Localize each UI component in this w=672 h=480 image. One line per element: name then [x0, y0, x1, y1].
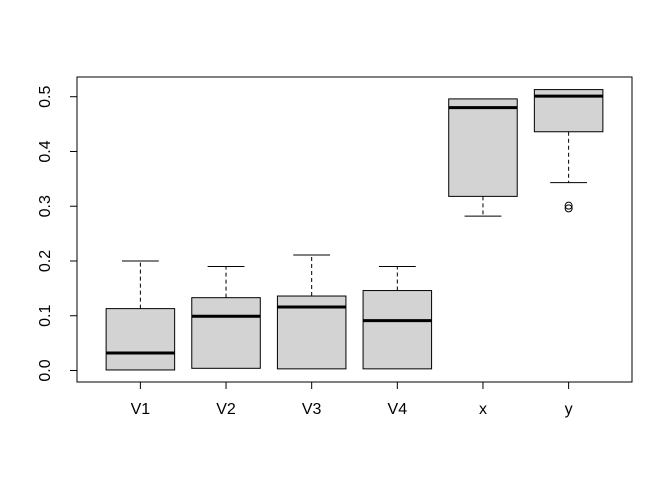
boxplot-box — [105, 308, 176, 371]
x-axis-tick-label: y — [565, 401, 573, 418]
boxplot-group-y — [533, 89, 604, 213]
plot-border — [76, 76, 633, 383]
y-axis-tick-label: 0.0 — [37, 359, 54, 381]
boxplot-box — [191, 297, 261, 369]
y-axis-tick-label: 0.2 — [37, 250, 54, 272]
x-axis-tick-label: V2 — [216, 401, 236, 418]
y-axis-tick-label: 0.1 — [37, 305, 54, 327]
x-axis-tick-label: x — [479, 401, 487, 418]
x-axis-tick-label: V4 — [388, 401, 408, 418]
boxplot-group-V3 — [276, 254, 347, 370]
outlier-point — [564, 201, 573, 210]
y-axis-tick-label: 0.4 — [37, 140, 54, 162]
y-axis-tick-label: 0.3 — [37, 195, 54, 217]
x-axis-tick-label: V1 — [131, 401, 151, 418]
boxplot-group-x — [448, 98, 518, 217]
boxplot-box — [362, 290, 433, 370]
boxplot-group-V1 — [105, 260, 176, 371]
boxplot-group-V2 — [191, 265, 261, 369]
boxplot-group-V4 — [362, 265, 433, 370]
y-axis-tick-label: 0.5 — [37, 85, 54, 107]
x-axis-tick-label: V3 — [302, 401, 322, 418]
boxplot-box — [448, 98, 518, 197]
outlier-point — [564, 204, 573, 213]
